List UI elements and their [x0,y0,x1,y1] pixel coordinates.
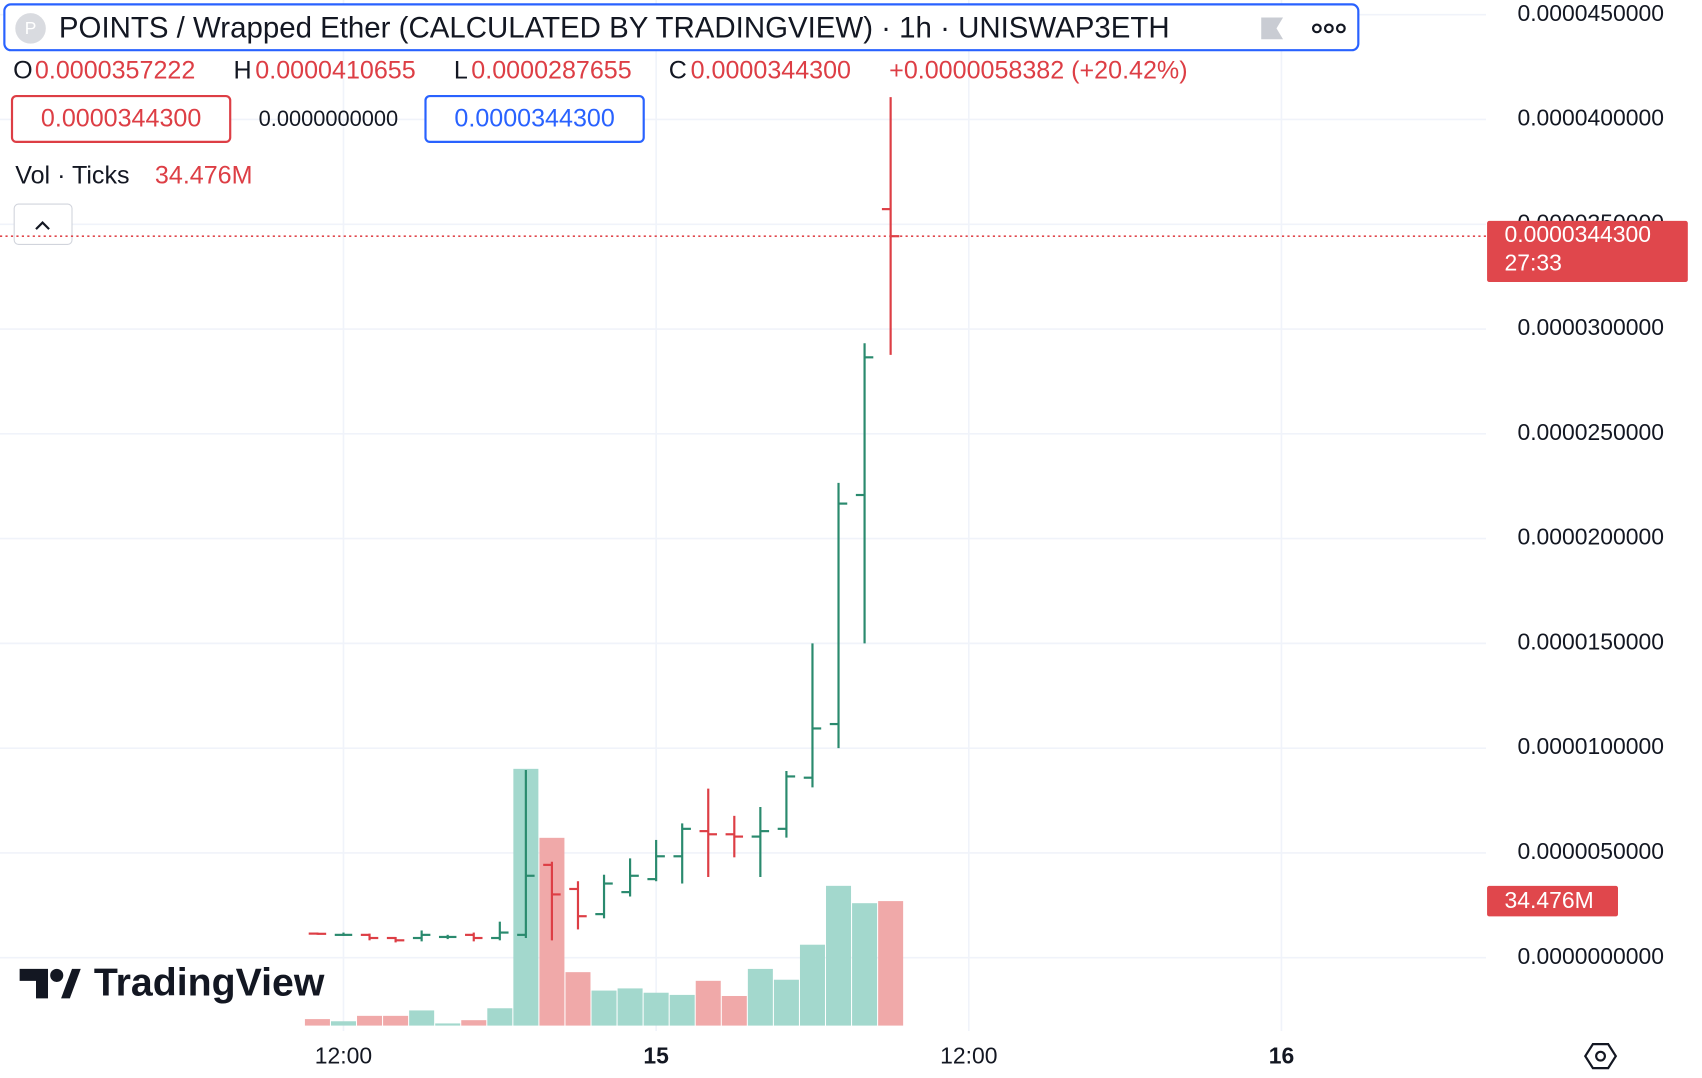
volume-bar [878,901,904,1026]
y-tick-label: 0.0000300000 [1517,314,1664,340]
y-tick-label: 0.0000450000 [1517,0,1664,26]
symbol-icon-letter: P [25,18,37,38]
buy-price: 0.0000344300 [454,105,614,133]
brand-logo [19,968,81,999]
symbol-icon [15,13,46,44]
y-tick-label: 0.0000000000 [1517,943,1664,969]
price-badge-countdown: 27:33 [1505,250,1562,276]
volume-bar [330,1021,356,1026]
volume-bar [773,979,799,1026]
volume-bar [487,1008,513,1026]
chart-title: POINTS / Wrapped Ether (CALCULATED BY TR… [59,11,1170,44]
x-tick-label: 15 [643,1042,669,1068]
volume-bar [461,1020,487,1026]
price-badge-value: 0.0000344300 [1505,221,1652,247]
volume-bar [669,994,695,1026]
volume-badge [1487,885,1618,917]
legend-label: H [233,57,251,85]
legend-label: O [13,57,33,85]
legend-label: L [454,57,468,85]
x-tick-label: 12:00 [940,1042,997,1068]
y-tick-label: 0.0000100000 [1517,733,1664,759]
grid [0,0,1486,1032]
ohlc-legend: O 0.0000357222 H 0.0000410655 L 0.000028… [13,57,1187,85]
spread: 0.0000000000 [259,106,399,131]
buy-box[interactable] [424,94,645,143]
settings-icon[interactable] [1583,1043,1618,1070]
volume-bar [799,944,825,1026]
volume-bar [409,1010,435,1026]
volume-bar [435,1023,461,1026]
legend-value: 0.0000410655 [255,57,415,85]
legend-label: C [669,57,687,85]
volume-badge-value: 34.476M [1505,887,1594,913]
volume-legend-value: 34.476M [155,161,253,189]
chevron-up [35,221,50,230]
volume-bar [591,990,617,1026]
flag-icon[interactable] [1261,17,1284,40]
sell-box[interactable] [10,94,232,143]
volume-bar [383,1015,409,1026]
volume-legend-name: Vol · Ticks [15,161,129,189]
volume-bar [695,980,721,1026]
legend-change: +0.0000058382 (+20.42%) [889,57,1187,85]
price-layer [308,97,900,943]
more-icon[interactable] [1311,23,1346,34]
volume-bar [617,988,643,1026]
legend-value: 0.0000357222 [35,57,195,85]
volume-bar [565,972,591,1026]
legend-value: 0.0000287655 [471,57,631,85]
volume-bar [747,968,773,1026]
y-tick-label: 0.0000400000 [1517,105,1664,131]
y-tick-label: 0.0000150000 [1517,628,1664,654]
volume-bar [643,992,669,1026]
volume-bar [852,903,878,1026]
volume-layer [304,768,904,1026]
legend-value: 0.0000344300 [691,57,851,85]
y-tick-label: 0.0000050000 [1517,838,1664,864]
brand-name: TradingView [94,961,325,1005]
volume-bar [304,1019,330,1026]
price-badge [1487,220,1688,283]
y-tick-label: 0.0000200000 [1517,524,1664,550]
volume-bar [721,995,747,1026]
y-tick-label: 0.0000250000 [1517,419,1664,445]
x-tick-label: 12:00 [315,1042,372,1068]
x-tick-label: 16 [1269,1042,1294,1068]
volume-bar [826,885,852,1026]
title-box[interactable] [3,3,1360,52]
sell-price: 0.0000344300 [41,105,201,133]
volume-bar [357,1015,383,1026]
